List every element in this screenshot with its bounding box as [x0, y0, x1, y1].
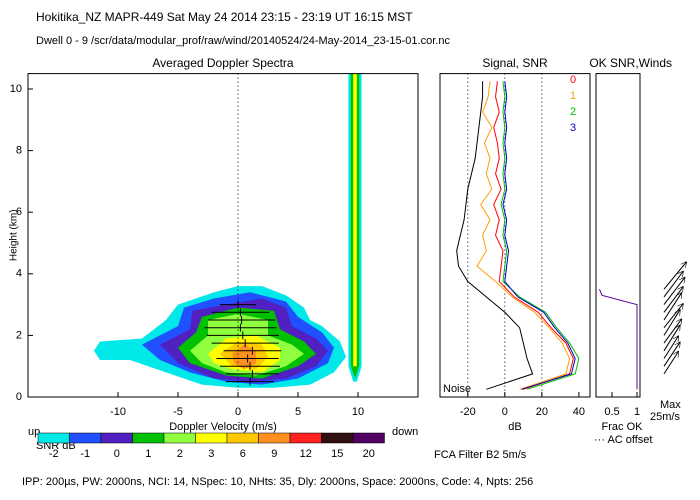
y-tick-label: 6	[16, 206, 22, 218]
colorbar-cell	[100, 432, 133, 444]
x-axis-label: Frac OK	[602, 421, 644, 433]
colorbar-tick: 20	[363, 448, 375, 460]
colorbar-tick: -1	[80, 448, 90, 460]
y-tick-label: 10	[10, 83, 22, 95]
wind-arrow	[663, 319, 682, 344]
series-line	[500, 81, 580, 390]
wind-arrow	[663, 271, 683, 298]
panel-title: OK SNR,Winds	[589, 56, 672, 70]
panel-title: Signal, SNR	[482, 56, 548, 70]
panel-frame	[439, 73, 591, 398]
wind-arrow	[663, 342, 680, 367]
colorbar-tick: 9	[271, 448, 277, 460]
wind-arrow	[663, 293, 682, 321]
x-tick-label: -20	[460, 406, 476, 418]
series-line	[493, 81, 574, 390]
y-tick-label: 0	[16, 391, 22, 403]
colorbar-cell	[289, 432, 322, 444]
y-tick-label: 8	[16, 145, 22, 157]
x-tick-label: 40	[573, 406, 585, 418]
colorbar-tick: -2	[49, 448, 59, 460]
panel-frame	[595, 73, 641, 398]
x-tick-label: 0	[502, 406, 508, 418]
wind-arrow	[663, 325, 680, 352]
series-line	[502, 81, 576, 390]
title: Hokitika_NZ MAPR-449 Sat May 24 2014 23:…	[36, 10, 413, 24]
note: ··· AC offset	[594, 434, 652, 446]
wind-arrow	[663, 336, 678, 359]
colorbar-tick: 2	[177, 448, 183, 460]
colorbar-cell	[69, 432, 102, 444]
y-tick-label: 2	[16, 329, 22, 341]
colorbar-cell	[226, 432, 259, 444]
max-label: Max	[660, 399, 681, 411]
legend-entry: 1	[570, 90, 576, 102]
x-tick-label: -10	[110, 406, 126, 418]
x-tick-label: 5	[295, 406, 301, 418]
colorbar-cell	[37, 432, 70, 444]
wind-arrow	[663, 352, 678, 375]
colorbar-tick: 3	[208, 448, 214, 460]
y-axis-label: Height (km)	[9, 209, 20, 261]
colorbar-tick: 12	[300, 448, 312, 460]
colorbar-tick: 6	[240, 448, 246, 460]
panel-title: Averaged Doppler Spectra	[152, 56, 294, 70]
wind-arrow	[663, 277, 685, 305]
colorbar-cell	[195, 432, 228, 444]
legend-entry: 2	[570, 106, 576, 118]
x-tick-label: 10	[352, 406, 364, 418]
x-axis-label: Doppler Velocity (m/s)	[169, 421, 277, 433]
series-label: Noise	[443, 383, 471, 395]
down-label: down	[392, 426, 418, 438]
colorbar-cell	[258, 432, 291, 444]
wind-arrow	[663, 287, 683, 313]
wind-arrow	[663, 304, 683, 329]
x-tick-label: 1	[634, 406, 640, 418]
x-axis-label: dB	[508, 421, 521, 433]
legend-entry: 0	[570, 74, 576, 86]
up-label: up	[28, 426, 40, 438]
scale-label: 25m/s	[650, 411, 680, 423]
x-tick-label: -5	[173, 406, 183, 418]
series-line	[476, 81, 571, 390]
colorbar-cell	[163, 432, 196, 444]
series-line	[599, 289, 638, 390]
panel-frame	[27, 73, 419, 398]
wind-arrow	[663, 310, 680, 336]
colorbar-cell	[132, 432, 165, 444]
subtitle: Dwell 0 - 9 /scr/data/modular_prof/raw/w…	[36, 35, 450, 47]
x-tick-label: 0.5	[604, 406, 619, 418]
filter: FCA Filter B2 5m/s	[434, 449, 527, 461]
series-line	[456, 81, 534, 390]
wind-arrow	[663, 262, 686, 290]
x-tick-label: 0	[235, 406, 241, 418]
y-tick-label: 4	[16, 268, 22, 280]
colorbar-cell	[352, 432, 385, 444]
colorbar-tick: 15	[331, 448, 343, 460]
colorbar-cell	[321, 432, 354, 444]
contour	[353, 73, 357, 367]
colorbar-tick: 0	[114, 448, 120, 460]
footer: IPP: 200µs, PW: 2000ns, NCI: 14, NSpec: …	[22, 476, 533, 488]
legend-entry: 3	[570, 122, 576, 134]
colorbar-tick: 1	[145, 448, 151, 460]
x-tick-label: 20	[536, 406, 548, 418]
